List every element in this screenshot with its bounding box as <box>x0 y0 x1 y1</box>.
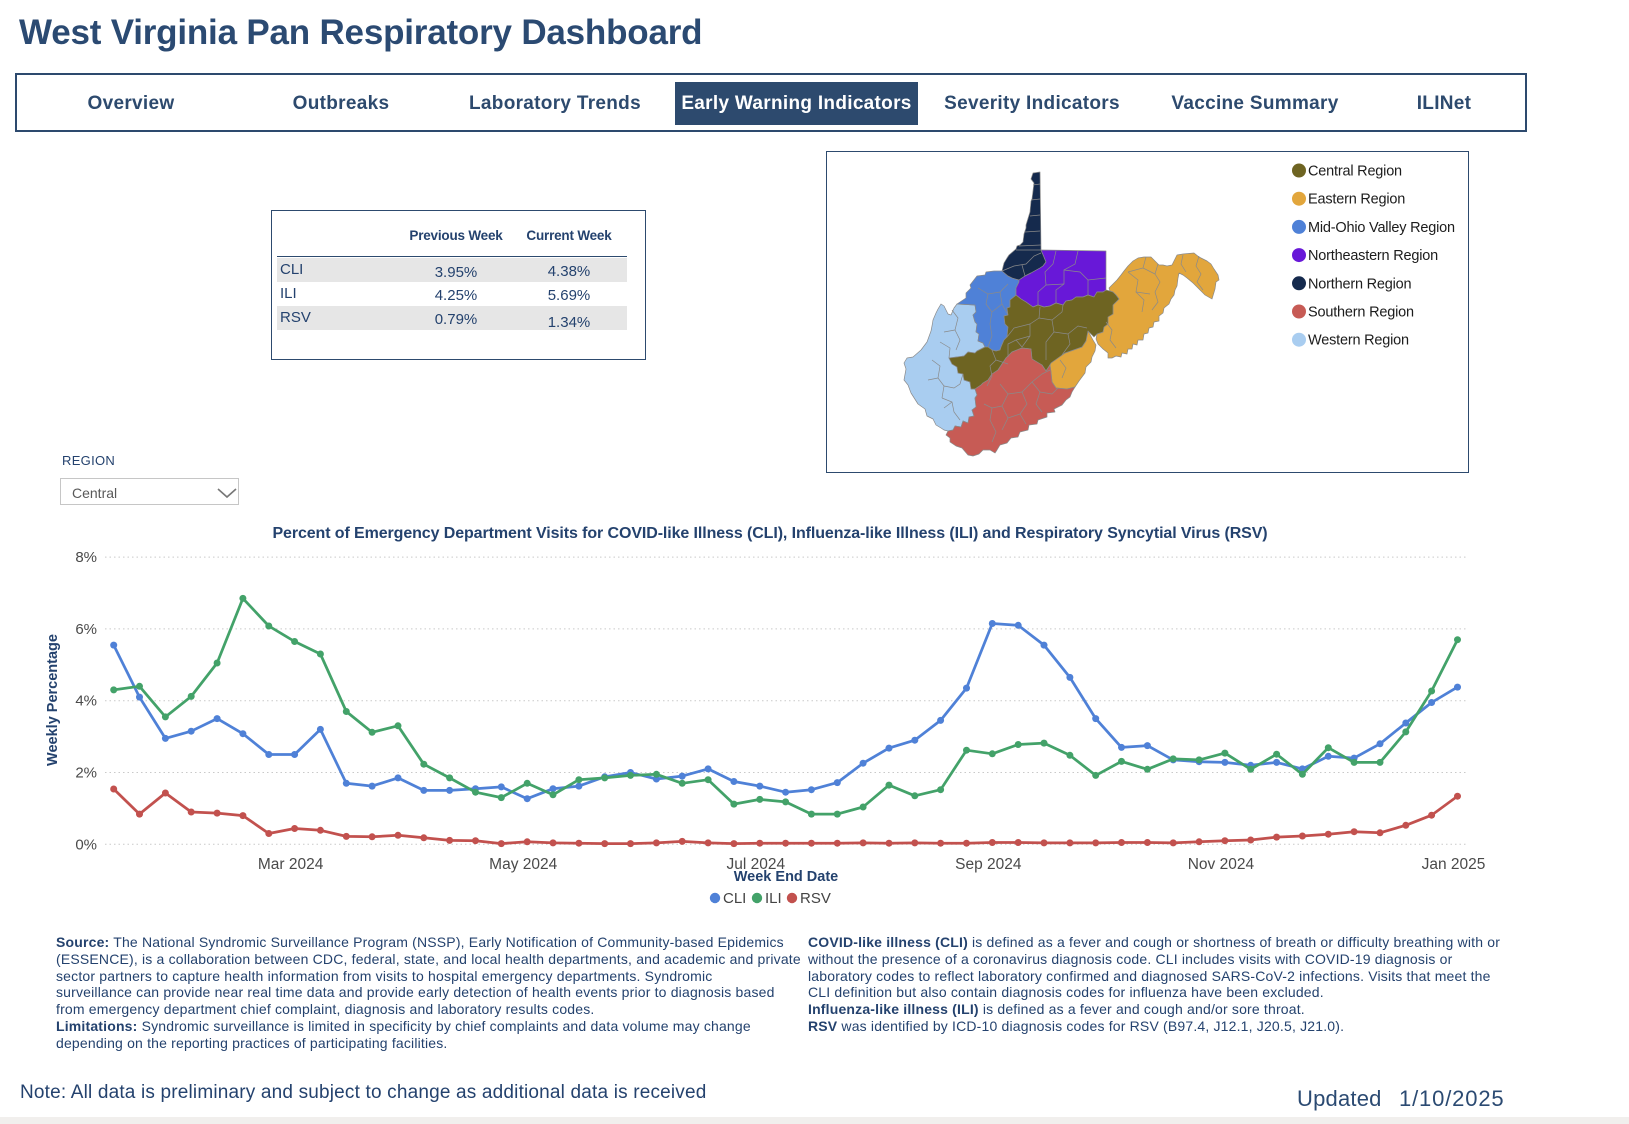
svg-text:Sep 2024: Sep 2024 <box>955 856 1022 873</box>
svg-text:Southern Region: Southern Region <box>1308 305 1414 321</box>
svg-text:Mar 2024: Mar 2024 <box>258 856 324 873</box>
svg-text:Weekly Percentage: Weekly Percentage <box>45 634 61 766</box>
svg-text:RSV: RSV <box>800 890 831 907</box>
svg-text:Eastern Region: Eastern Region <box>1308 192 1405 208</box>
svg-text:8%: 8% <box>75 549 97 566</box>
svg-text:Central Region: Central Region <box>1308 164 1402 180</box>
svg-text:Nov 2024: Nov 2024 <box>1188 856 1255 873</box>
svg-text:2%: 2% <box>75 765 97 782</box>
svg-text:Week End Date: Week End Date <box>734 869 839 885</box>
svg-text:May 2024: May 2024 <box>489 856 557 873</box>
svg-text:Jan 2025: Jan 2025 <box>1422 856 1486 873</box>
svg-text:Northeastern Region: Northeastern Region <box>1308 248 1438 264</box>
svg-text:0%: 0% <box>75 836 97 853</box>
svg-text:CLI: CLI <box>723 890 746 907</box>
svg-text:Northern Region: Northern Region <box>1308 276 1412 292</box>
svg-text:Jul 2024: Jul 2024 <box>726 856 785 873</box>
svg-text:Mid-Ohio Valley Region: Mid-Ohio Valley Region <box>1308 220 1455 236</box>
svg-text:Western Region: Western Region <box>1308 333 1409 349</box>
svg-text:ILI: ILI <box>765 890 782 907</box>
svg-text:4%: 4% <box>75 693 97 710</box>
svg-text:6%: 6% <box>75 621 97 638</box>
